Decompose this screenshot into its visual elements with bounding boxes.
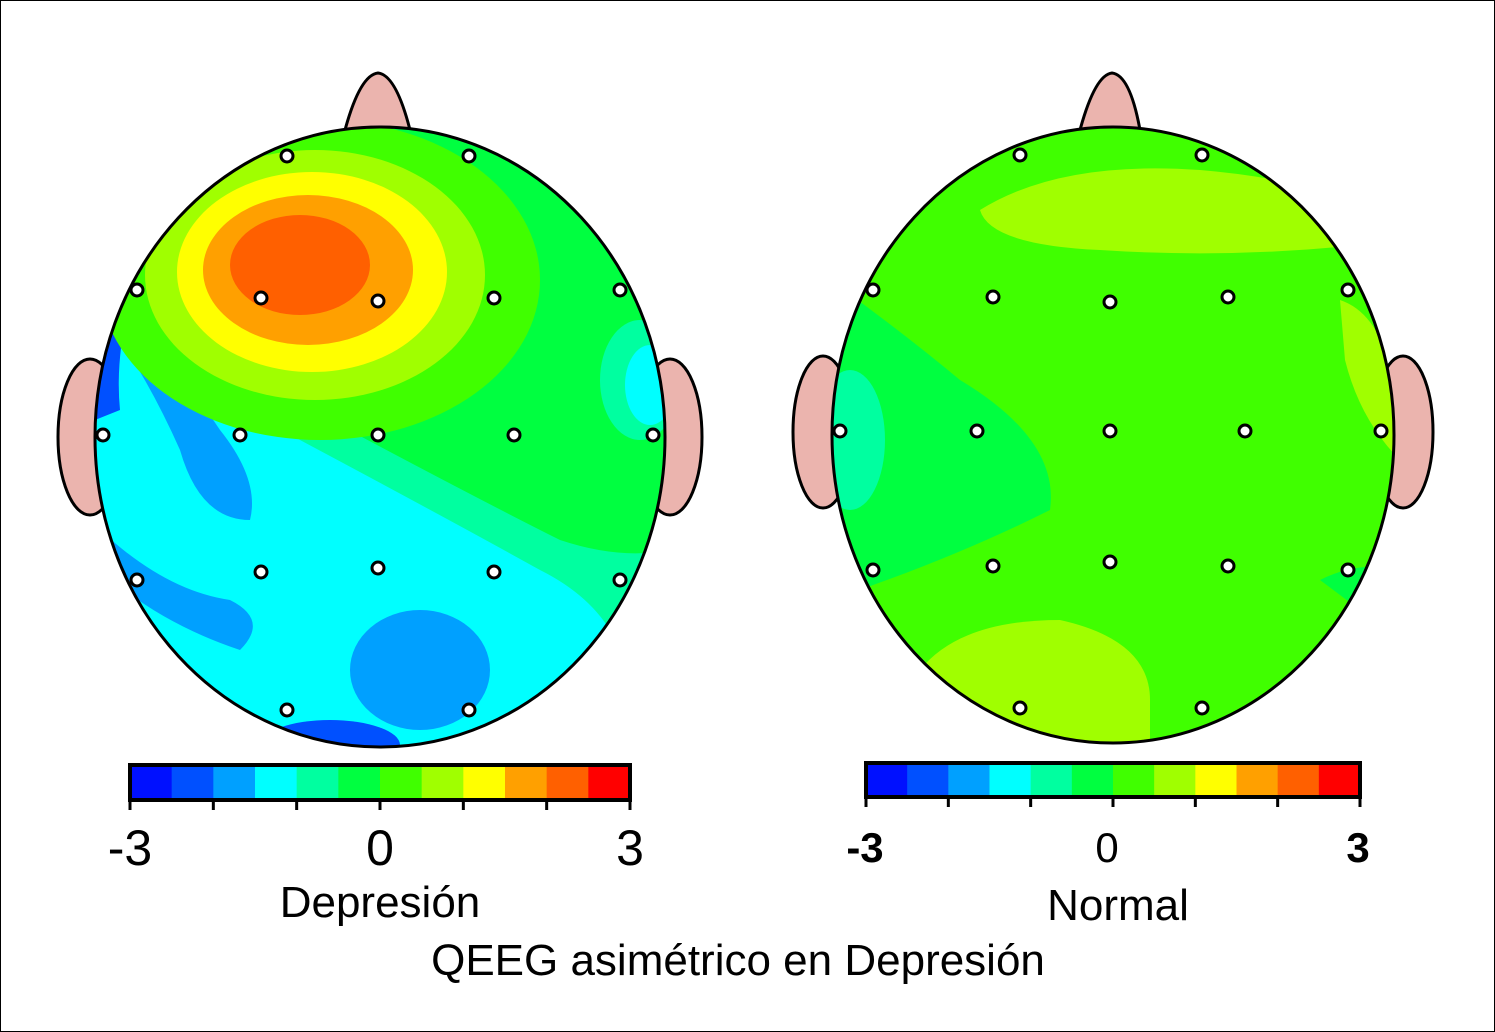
electrode-marker	[1220, 558, 1236, 574]
colorbar-segment	[1071, 763, 1114, 797]
map-label-normal: Normal	[1047, 881, 1189, 930]
colorbar-segment	[866, 763, 908, 797]
tick-label-max: 3	[1346, 824, 1369, 871]
head-outline	[93, 125, 667, 749]
electrode-marker	[1373, 423, 1389, 439]
colorbar-segment	[907, 763, 949, 797]
electrode-marker	[253, 290, 269, 306]
nose-icon	[343, 71, 412, 132]
colorbar-segment	[255, 765, 298, 800]
colorbar-segment	[171, 765, 214, 800]
electrode-marker	[95, 427, 111, 443]
colorbar-segment	[338, 765, 381, 800]
electrode-marker	[645, 427, 661, 443]
electrode-marker	[1340, 562, 1356, 578]
colorbar-segment	[546, 765, 589, 800]
electrode-marker	[1220, 289, 1236, 305]
colorbar-segment	[380, 765, 423, 800]
electrode-marker	[1012, 700, 1028, 716]
tick-label-min: -3	[846, 824, 883, 871]
electrode-group	[95, 148, 661, 718]
electrode-marker	[1102, 554, 1118, 570]
electrode-marker	[1237, 423, 1253, 439]
colorbar-segment	[1154, 763, 1196, 797]
colorbar-segment	[1195, 763, 1237, 797]
normal-colorbar	[864, 761, 1362, 807]
colorbar-segment	[213, 765, 256, 800]
depression-colorbar	[128, 763, 632, 810]
electrode-marker	[1012, 147, 1028, 163]
tick-label-max: 3	[616, 820, 644, 876]
colorbar-segment	[463, 765, 506, 800]
colorbar-segment	[989, 763, 1032, 797]
electrode-marker	[612, 572, 628, 588]
electrode-marker	[985, 558, 1001, 574]
electrode-marker	[370, 427, 386, 443]
electrode-marker	[370, 293, 386, 309]
normal-head-map	[791, 71, 1435, 745]
colorbar-segment	[296, 765, 339, 800]
electrode-marker	[253, 564, 269, 580]
electrode-marker	[370, 560, 386, 576]
depression-heatmap	[95, 127, 665, 747]
head-outline	[830, 125, 1396, 745]
electrode-marker	[1340, 282, 1356, 298]
electrode-marker	[486, 290, 502, 306]
colorbar-segment	[130, 765, 173, 800]
colorbar-segment	[505, 765, 548, 800]
electrode-marker	[612, 282, 628, 298]
electrode-marker	[461, 702, 477, 718]
electrode-marker	[865, 282, 881, 298]
colorbar-segment	[948, 763, 990, 797]
electrode-marker	[486, 564, 502, 580]
map-label-depression: Depresión	[280, 878, 481, 927]
electrode-marker	[969, 423, 985, 439]
tick-label-zero: 0	[1095, 824, 1118, 871]
colorbar-segment	[588, 765, 631, 800]
electrode-marker	[832, 423, 848, 439]
nose-icon	[1078, 71, 1142, 132]
electrode-marker	[506, 427, 522, 443]
colorbar-segment	[1030, 763, 1073, 797]
electrode-marker	[985, 289, 1001, 305]
electrode-marker	[279, 148, 295, 164]
electrode-marker	[865, 562, 881, 578]
colorbar-segment	[1236, 763, 1279, 797]
colorbar-segment	[1277, 763, 1320, 797]
electrode-marker	[1194, 700, 1210, 716]
electrode-group	[832, 147, 1389, 716]
tick-label-zero: 0	[366, 820, 394, 876]
electrode-marker	[1102, 294, 1118, 310]
electrode-marker	[461, 148, 477, 164]
electrode-marker	[232, 427, 248, 443]
colorbar-segment	[421, 765, 464, 800]
figure-title: QEEG asimétrico en Depresión	[431, 936, 1045, 985]
electrode-marker	[279, 702, 295, 718]
normal-heatmap	[832, 127, 1394, 743]
electrode-marker	[1194, 147, 1210, 163]
colorbar-segment	[1318, 763, 1361, 797]
colorbar-segment	[1113, 763, 1155, 797]
electrode-marker	[129, 572, 145, 588]
electrode-marker	[1102, 423, 1118, 439]
tick-label-min: -3	[108, 820, 152, 876]
electrode-marker	[129, 282, 145, 298]
depression-head-map	[56, 71, 704, 749]
